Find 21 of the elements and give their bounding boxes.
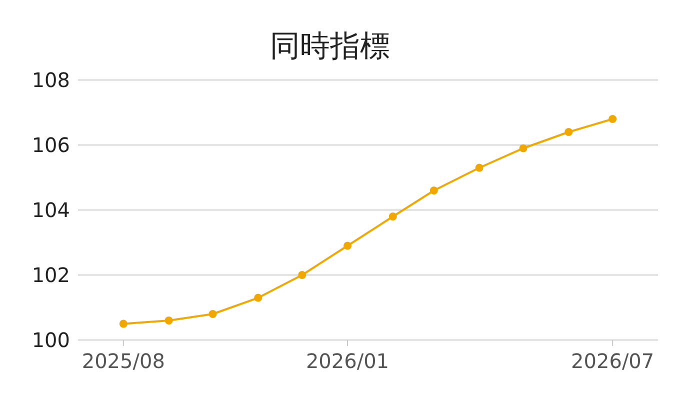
chart-title: 同時指標: [270, 29, 390, 64]
y-tick-label: 108: [32, 68, 70, 92]
point: [608, 115, 617, 123]
point: [254, 294, 262, 302]
x-tick-label: 2026/07: [571, 349, 654, 373]
point: [343, 242, 352, 250]
point: [475, 164, 484, 172]
point: [208, 310, 217, 318]
y-tick-label: 104: [32, 198, 70, 222]
x-tick-label: 2026/01: [306, 349, 390, 373]
point: [119, 320, 128, 328]
y-tick-label: 100: [32, 328, 70, 352]
point: [164, 316, 173, 324]
point: [298, 271, 306, 279]
point: [564, 128, 573, 136]
point: [519, 144, 528, 152]
point: [388, 212, 397, 220]
y-tick-label: 106: [32, 133, 70, 157]
x-tick-label: 2025/08: [82, 349, 165, 373]
y-tick-label: 102: [32, 263, 70, 287]
point: [430, 186, 438, 194]
